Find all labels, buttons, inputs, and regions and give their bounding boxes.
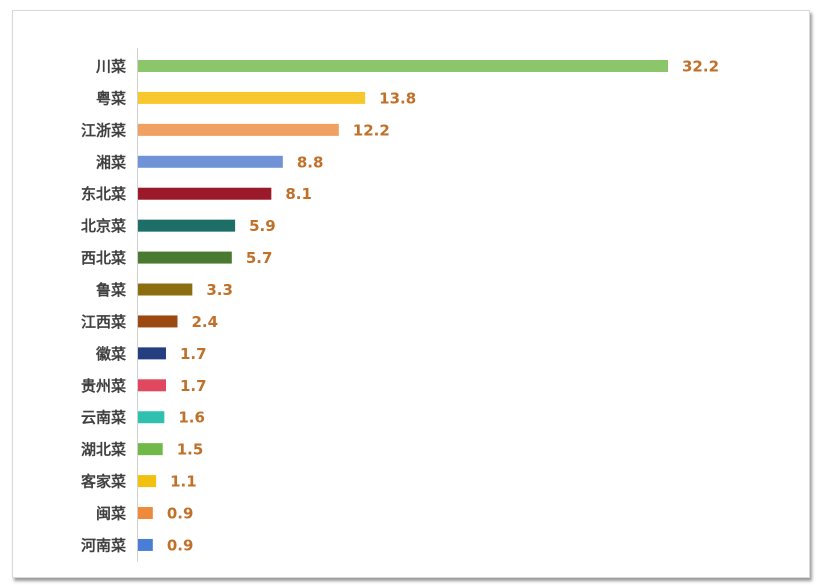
category-label: 闽菜	[96, 505, 126, 523]
data-label: 8.8	[297, 153, 324, 171]
category-label: 贵州菜	[81, 377, 126, 395]
bar	[138, 507, 153, 520]
bar	[138, 315, 178, 328]
bar	[138, 538, 153, 551]
category-label: 河南菜	[81, 536, 126, 554]
bar	[138, 123, 339, 136]
bar	[138, 379, 166, 392]
category-label: 粤菜	[96, 89, 126, 107]
bar	[138, 187, 272, 200]
bar	[138, 475, 157, 488]
bar	[138, 219, 236, 232]
data-label: 0.9	[167, 536, 194, 554]
data-label: 13.8	[379, 89, 416, 107]
category-label: 西北菜	[81, 249, 126, 267]
data-label: 1.1	[170, 473, 197, 491]
bar	[138, 283, 193, 296]
data-label: 1.6	[178, 409, 205, 427]
category-label: 客家菜	[80, 473, 126, 491]
data-label: 1.5	[177, 441, 204, 459]
data-label: 3.3	[206, 281, 233, 299]
bar	[138, 155, 283, 168]
category-label: 北京菜	[81, 217, 126, 235]
category-label: 云南菜	[81, 409, 126, 427]
category-label: 徽菜	[95, 345, 126, 363]
data-label: 1.7	[180, 345, 207, 363]
category-label: 东北菜	[81, 185, 126, 203]
data-label: 5.9	[249, 217, 276, 235]
category-label: 江浙菜	[81, 121, 126, 139]
data-label: 1.7	[180, 377, 207, 395]
bar	[138, 443, 163, 456]
data-label: 5.7	[246, 249, 273, 267]
data-label: 8.1	[285, 185, 312, 203]
bar	[138, 251, 232, 264]
bar	[138, 60, 668, 72]
category-label: 川菜	[95, 58, 126, 76]
bar	[138, 411, 165, 424]
bar	[138, 91, 366, 104]
data-label: 12.2	[353, 121, 390, 139]
data-label: 2.4	[192, 313, 219, 331]
data-label: 0.9	[167, 505, 194, 523]
category-label: 鲁菜	[96, 281, 126, 299]
category-label: 江西菜	[81, 313, 126, 331]
bar	[138, 347, 166, 360]
category-label: 湖北菜	[81, 441, 126, 459]
data-label: 32.2	[682, 58, 719, 76]
category-label: 湘菜	[96, 153, 126, 171]
